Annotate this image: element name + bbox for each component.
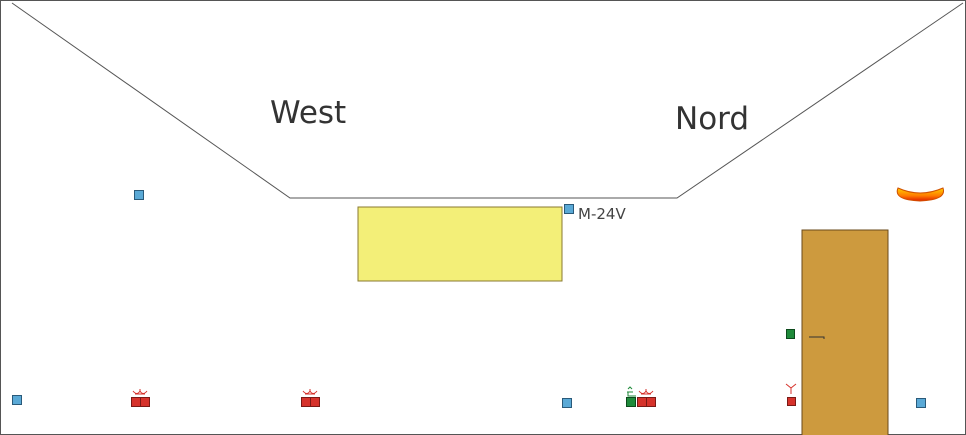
door-handle-icon bbox=[809, 336, 825, 339]
wall-label-west: West bbox=[270, 95, 346, 131]
double-outlet-icon[interactable] bbox=[301, 389, 320, 407]
transformer-label: M-24V bbox=[578, 205, 626, 223]
yellow-panel[interactable] bbox=[357, 206, 563, 282]
ceiling-lamp-icon[interactable] bbox=[896, 187, 945, 202]
junction-box-icon[interactable] bbox=[134, 190, 144, 200]
junction-box-icon[interactable] bbox=[12, 395, 22, 405]
switch-socket-combo-icon[interactable] bbox=[626, 386, 637, 407]
outlet-icon[interactable] bbox=[785, 383, 797, 406]
junction-box-icon[interactable] bbox=[916, 398, 926, 408]
junction-box-icon[interactable] bbox=[564, 204, 574, 214]
double-outlet-icon[interactable] bbox=[131, 389, 150, 407]
door[interactable] bbox=[801, 229, 889, 435]
light-switch-icon[interactable] bbox=[786, 329, 795, 339]
double-outlet-icon[interactable] bbox=[637, 389, 656, 407]
wall-label-nord: Nord bbox=[675, 101, 749, 137]
junction-box-icon[interactable] bbox=[562, 398, 572, 408]
ceiling-perspective-lines bbox=[11, 2, 964, 199]
